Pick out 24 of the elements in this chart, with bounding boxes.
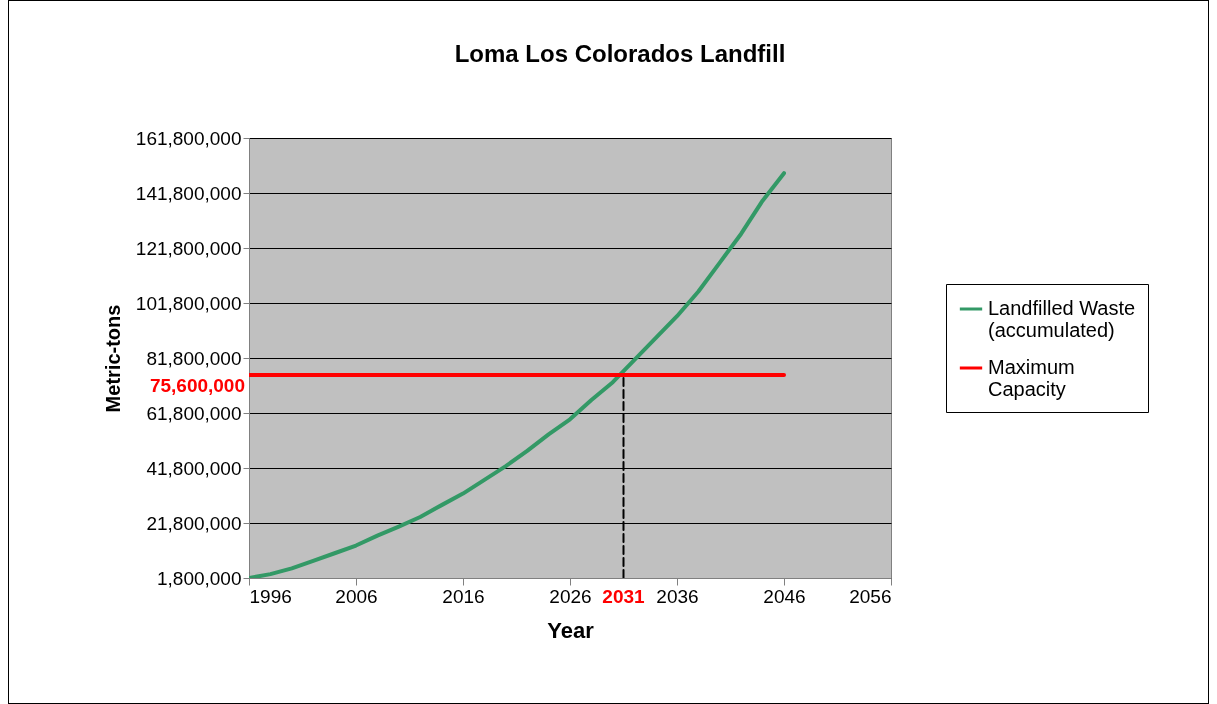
- y-tick-label: 21,800,000: [146, 512, 242, 534]
- x-tick-label: 2046: [763, 585, 806, 607]
- x-axis-title: Year: [547, 617, 595, 643]
- annotation: 2031: [602, 586, 646, 607]
- annotation: 75,600,000: [149, 375, 245, 397]
- chart-title: Loma Los Colorados Landfill: [454, 40, 786, 67]
- x-tick-label: 2016: [442, 585, 485, 607]
- x-tick-label: 1996: [249, 585, 292, 607]
- y-tick-label: 141,800,000: [135, 182, 242, 204]
- y-tick-label: 81,800,000: [146, 347, 242, 369]
- legend-label: Landfilled Waste (accumulated): [988, 297, 1136, 341]
- x-tick-label: 2056: [849, 585, 892, 607]
- y-tick-label: 61,800,000: [146, 402, 242, 424]
- legend-label: Maximum Capacity: [988, 356, 1075, 400]
- y-axis-title: Metric-tons: [101, 304, 124, 413]
- y-tick-label: 121,800,000: [135, 237, 242, 259]
- y-tick-label: 1,800,000: [156, 567, 242, 589]
- x-tick-label: 2006: [335, 585, 378, 607]
- y-tick-label: 161,800,000: [135, 127, 242, 149]
- y-tick-label: 41,800,000: [146, 457, 242, 479]
- y-tick-label: 101,800,000: [135, 292, 242, 314]
- x-tick-label: 2036: [656, 585, 699, 607]
- x-tick-label: 2026: [549, 585, 592, 607]
- line-series: [249, 171, 786, 578]
